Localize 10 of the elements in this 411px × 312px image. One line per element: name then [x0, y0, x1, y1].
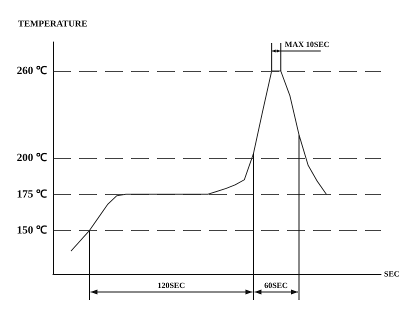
y-axis-title: TEMPERATURE	[18, 18, 88, 28]
text: 120SEC	[157, 281, 185, 290]
y-tick-label: 150 ℃	[16, 224, 47, 236]
annotation: MAX 10SEC	[284, 40, 330, 49]
x-axis-title: SEC	[384, 270, 400, 278]
y-tick-label: 175 ℃	[16, 188, 47, 200]
y-tick-label: 200 ℃	[16, 152, 47, 164]
y-tick-label: 260 ℃	[16, 65, 47, 77]
text: 60SEC	[264, 281, 288, 290]
line-series	[70, 70, 327, 252]
